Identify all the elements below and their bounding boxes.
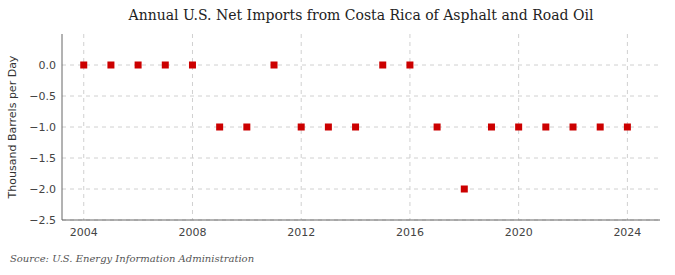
y-axis-line	[62, 34, 63, 220]
point	[271, 62, 278, 69]
point	[189, 62, 196, 69]
point	[162, 62, 169, 69]
y-axis-label: Thousand Barrels per Day	[6, 55, 19, 199]
point	[107, 62, 114, 69]
point	[542, 124, 549, 131]
y-tick-label: −2.5	[29, 214, 56, 227]
y-grid-line	[62, 189, 660, 190]
point	[406, 62, 413, 69]
y-grid-line	[62, 220, 660, 221]
point	[624, 124, 631, 131]
point	[461, 186, 468, 193]
y-tick-label: −2.0	[29, 183, 56, 196]
point	[298, 124, 305, 131]
source-annotation: Source: U.S. Energy Information Administ…	[10, 253, 254, 264]
chart-svg: Annual U.S. Net Imports from Costa Rica …	[0, 0, 675, 275]
chart-container: Annual U.S. Net Imports from Costa Rica …	[0, 0, 675, 275]
x-tick-label: 2008	[178, 226, 206, 239]
point	[135, 62, 142, 69]
point	[434, 124, 441, 131]
point	[515, 124, 522, 131]
point	[325, 124, 332, 131]
x-axis-line	[62, 220, 660, 221]
grid	[62, 34, 660, 220]
y-tick-label: −1.0	[29, 121, 56, 134]
y-grid-line	[62, 96, 660, 97]
y-grid-line	[62, 158, 660, 159]
y-tick-label: −0.5	[29, 90, 56, 103]
x-tick-label: 2004	[70, 226, 98, 239]
point	[243, 124, 250, 131]
point	[597, 124, 604, 131]
point	[80, 62, 87, 69]
y-grid-line	[62, 65, 660, 66]
point	[488, 124, 495, 131]
x-tick-label: 2024	[613, 226, 641, 239]
x-tick-label: 2016	[396, 226, 424, 239]
point	[352, 124, 359, 131]
x-tick-label: 2012	[287, 226, 315, 239]
point	[379, 62, 386, 69]
y-tick-label: −1.5	[29, 152, 56, 165]
title: Annual U.S. Net Imports from Costa Rica …	[128, 7, 594, 23]
y-tick-label: 0.0	[39, 59, 57, 72]
point	[570, 124, 577, 131]
x-tick-label: 2020	[505, 226, 533, 239]
point	[216, 124, 223, 131]
points	[80, 62, 631, 193]
